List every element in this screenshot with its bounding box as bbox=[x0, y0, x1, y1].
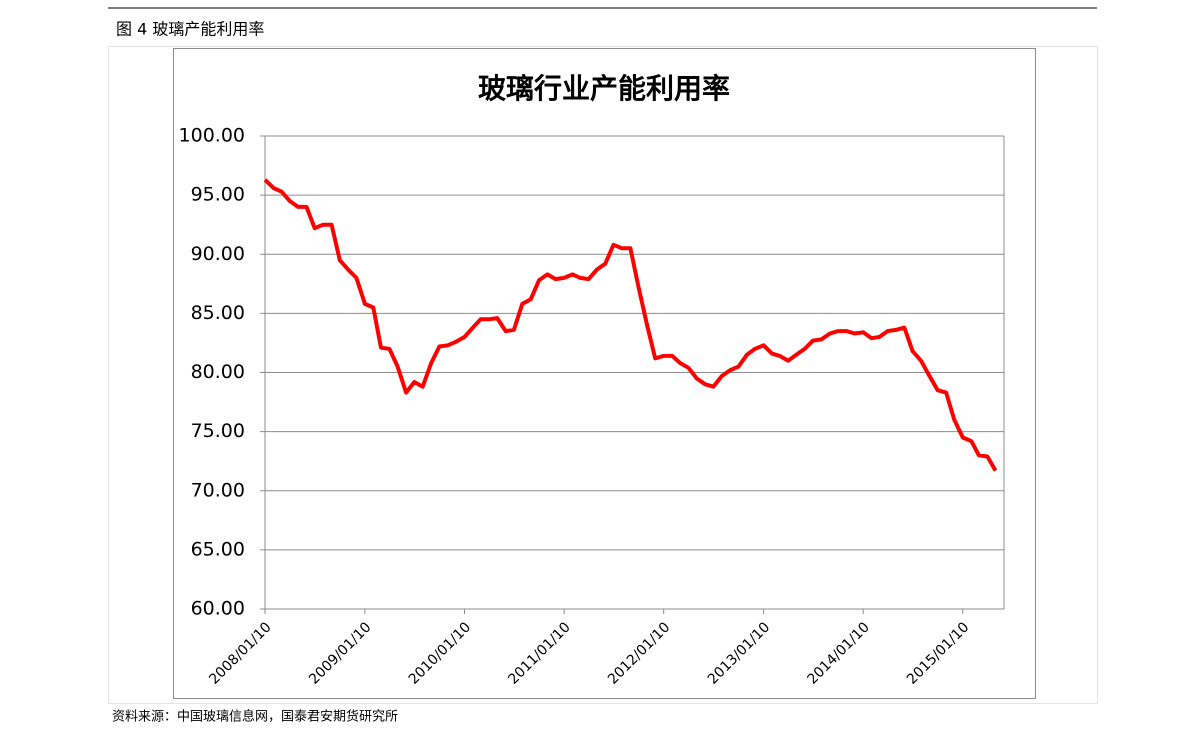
chart-title: 玻璃行业产能利用率 bbox=[478, 72, 730, 105]
y-tick-label: 95.00 bbox=[191, 184, 245, 206]
figure-caption: 图 4 玻璃产能利用率 bbox=[116, 20, 264, 39]
y-tick-label: 75.00 bbox=[191, 420, 245, 442]
y-tick-label: 90.00 bbox=[191, 243, 245, 265]
chart-frame bbox=[173, 48, 1036, 699]
y-tick-label: 85.00 bbox=[191, 302, 245, 324]
y-tick-label: 65.00 bbox=[191, 538, 245, 560]
source-note: 资料来源：中国玻璃信息网，国泰君安期货研究所 bbox=[112, 709, 398, 725]
y-tick-label: 100.00 bbox=[179, 125, 245, 147]
series-line bbox=[263, 178, 998, 472]
y-tick-label: 60.00 bbox=[191, 598, 245, 620]
y-tick-label: 70.00 bbox=[191, 479, 245, 501]
figure-frame bbox=[108, 46, 1098, 704]
y-tick-label: 80.00 bbox=[191, 361, 245, 383]
